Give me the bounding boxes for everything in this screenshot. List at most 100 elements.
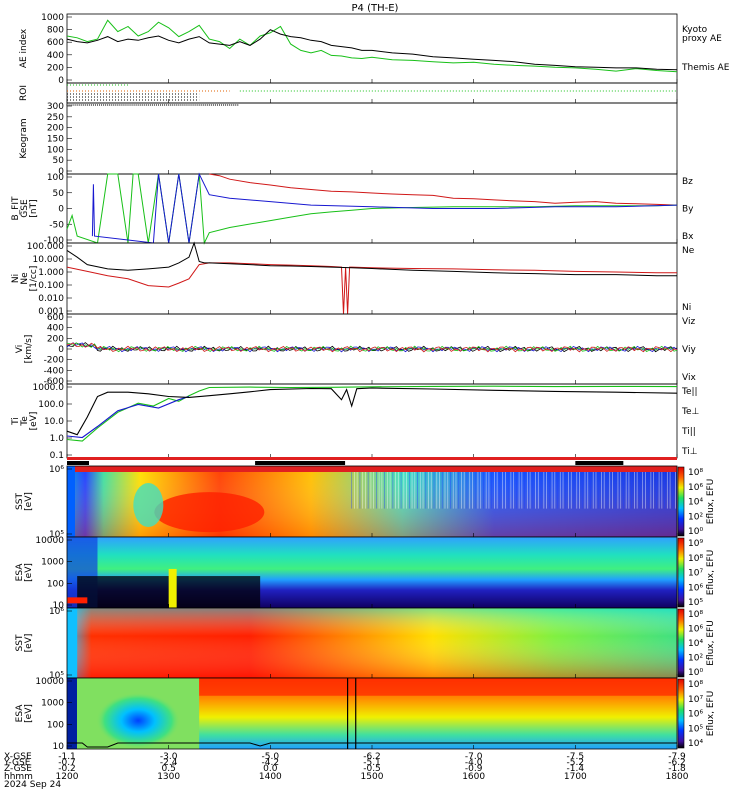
keogram-ytick: 150 (47, 135, 64, 145)
xaxis-tick-label: 1400 (259, 772, 282, 782)
keogram-sample-dot (190, 104, 192, 106)
bfield-ytick: -50 (49, 220, 64, 230)
sst-i-flux-shade (67, 608, 677, 678)
esa_e-ytick: 10 (53, 601, 65, 611)
sst_e-ytick: 10⁶ (49, 465, 64, 475)
sst-e-mode-bar (67, 457, 677, 460)
density-ylabel: Ni (11, 274, 21, 283)
keogram-sample-dot (147, 104, 149, 106)
keogram-sample-dot (86, 104, 88, 106)
roi-ylabel: ROI (19, 85, 29, 101)
velocity-legend-0: Viz (682, 317, 695, 327)
sst_e-colorbar-tick: 10² (688, 512, 703, 522)
keogram-sample-dot (117, 104, 119, 106)
keogram-sample-dot (210, 104, 212, 106)
keogram-ylabel: Keogram (19, 118, 29, 158)
ae-legend-2: Themis AE (681, 63, 730, 73)
sst_i-colorbar (677, 608, 685, 678)
temperature-ytick: 10.0 (44, 417, 64, 427)
esa_i-ytick: 100 (47, 720, 64, 730)
keogram-sample-dot (194, 104, 196, 106)
xaxis-tick-label: -0.2 (58, 764, 76, 774)
sst_e-colorbar-tick: 10⁸ (688, 468, 703, 478)
velocity-legend-2: Vix (682, 373, 696, 383)
temperature-legend-1: Te⊥ (681, 407, 700, 417)
bfield-legend-1: By (682, 205, 694, 215)
keogram-sample-dot (68, 104, 70, 106)
keogram-sample-dot (98, 104, 101, 106)
velocity-series-3 (66, 342, 678, 353)
velocity-ylabel: [km/s] (24, 335, 34, 364)
sst_e-ylabel: [eV] (24, 492, 34, 511)
keogram-ytick: 250 (47, 113, 64, 123)
keogram-sample-dot (100, 104, 103, 106)
xaxis-tick-label: 1300 (157, 772, 180, 782)
ae-ytick: 200 (47, 63, 64, 73)
keogram-sample-dot (170, 104, 172, 106)
temperature-ylabel: Ti (11, 417, 21, 426)
esa_i-ytick: 10000 (35, 677, 64, 687)
keogram-ytick: 100 (47, 145, 64, 155)
bfield-ytick: -100 (44, 236, 65, 246)
keogram-sample-dot (90, 104, 92, 106)
keogram-sample-dot (123, 104, 125, 106)
sst_i-colorbar-tick: 10⁴ (688, 639, 703, 649)
xaxis-tick-label: -0.5 (363, 764, 381, 774)
keogram-sample-dot (137, 104, 139, 106)
keogram-sample-dot (76, 104, 78, 106)
sst_i-colorbar-tick: 10² (688, 654, 703, 664)
keogram-sample-dot (172, 104, 174, 106)
keogram-sample-dot (202, 104, 204, 106)
keogram-sample-dot (235, 104, 237, 106)
esa_i-ytick: 10 (53, 742, 65, 752)
plot-title: P4 (TH-E) (352, 3, 399, 14)
xaxis-tick-label: -5.2 (567, 758, 585, 768)
esa-i-blob (96, 692, 181, 749)
keogram-sample-dot (184, 104, 186, 106)
keogram-sample-dot (141, 104, 143, 106)
temperature-series-ti-par (66, 385, 678, 442)
keogram-sample-dot (82, 104, 84, 106)
esa_i-colorbar-tick: 10⁷ (688, 695, 703, 705)
keogram-sample-dot (174, 104, 176, 106)
xaxis-row-label: Z-GSE (4, 764, 32, 774)
velocity-ylabel: Vi (15, 345, 25, 353)
keogram-sample-dot (96, 104, 99, 106)
keogram-sample-dot (225, 104, 227, 106)
panel-bfield: B_FIT GSE [nT] 100 50 0 -50 -100 Bz By Bx (11, 172, 694, 246)
xaxis-tick-label: -6.2 (668, 758, 686, 768)
bfield-ytick: 50 (53, 189, 65, 199)
keogram-sample-dot (227, 104, 229, 106)
esa_i-ylabel: [eV] (24, 704, 34, 723)
ae-series-themis-ae (66, 29, 678, 71)
bfield-legend-2: Bx (682, 232, 694, 242)
velocity-ytick: 400 (47, 324, 64, 334)
ae-ytick: 1000 (41, 13, 64, 23)
bfield-ylabel: B_FIT (11, 196, 21, 221)
esa_e-colorbar-tick: 10⁸ (688, 554, 703, 564)
xaxis-tick-label: -7.0 (465, 752, 483, 762)
sst-e-hot-region (154, 492, 265, 533)
bfield-ytick: 100 (47, 173, 64, 183)
esa_e-colorbar-tick: 10⁵ (688, 598, 703, 608)
bfield-legend-0: Bz (682, 177, 693, 187)
sst_e-colorbar (677, 466, 685, 537)
esa_e-ytick: 100 (47, 579, 64, 589)
esa_e-ylabel: ESA (15, 563, 25, 582)
bfield-series-by (66, 173, 678, 245)
keogram-sample-dot (214, 104, 217, 106)
xaxis-tick-label: -5.0 (262, 752, 280, 762)
esa_i-ytick: 1000 (41, 699, 64, 709)
esa_i-ylabel: ESA (15, 704, 25, 723)
keogram-sample-dot (180, 104, 182, 106)
velocity-series-1 (66, 342, 678, 353)
velocity-ytick: -600 (44, 377, 65, 387)
keogram-frame (66, 102, 678, 175)
xaxis-tick-label: -4.0 (465, 758, 483, 768)
panel-density: Ni Ne [1/cc]100.00010.0001.0000.1000.0100.… (11, 241, 695, 317)
sst_i-colorbar-tick: 10⁶ (688, 625, 703, 635)
xaxis-tick-label: -7.5 (567, 752, 585, 762)
